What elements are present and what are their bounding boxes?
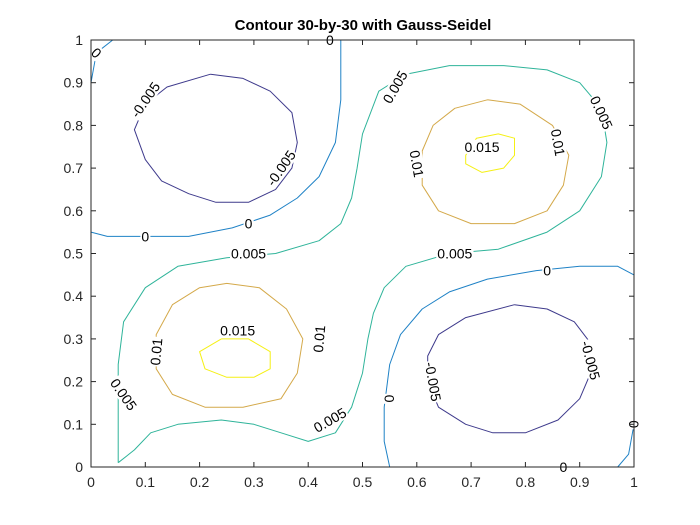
contour-label-text-4: 0: [245, 216, 253, 232]
contour-line-1: [427, 304, 592, 434]
x-tick-label-8: 0.8: [516, 474, 536, 490]
contour-label-bg-14: [219, 323, 257, 338]
contour-label-19: -0.005: [422, 359, 445, 404]
x-tick-label-3: 0.3: [244, 474, 264, 490]
y-tick-label-0: 0: [75, 459, 83, 475]
y-tick-label-5: 0.5: [64, 246, 84, 262]
x-tick-label-2: 0.2: [190, 474, 210, 490]
contour-label-13: 0: [542, 263, 553, 279]
y-tick-label-4: 0.4: [64, 288, 84, 304]
contour-line-7: [199, 338, 271, 378]
contour-label-text-19: -0.005: [422, 361, 445, 403]
x-tick-label-4: 0.4: [298, 474, 318, 490]
contour-label-bg-6: [229, 246, 268, 261]
contour-label-text-10: 0.01: [548, 128, 569, 158]
y-tick-label-7: 0.7: [64, 160, 84, 176]
y-tick-label-6: 0.6: [64, 203, 84, 219]
contour-label-bg-0: [87, 44, 105, 62]
contour-label-text-6: 0.005: [231, 246, 266, 262]
contour-label-16: 0.01: [310, 323, 328, 355]
contour-line-5: [155, 282, 304, 408]
chart-title: Contour 30-by-30 with Gauss-Seidel: [235, 17, 492, 34]
contour-label-bg-19: [422, 359, 444, 404]
plot-area: [91, 40, 634, 467]
contour-label-bg-20: [578, 338, 603, 383]
contour-label-bg-7: [379, 67, 411, 107]
contour-label-bg-18: [310, 404, 350, 436]
contour-label-14: 0.015: [219, 322, 257, 338]
contour-label-text-14: 0.015: [220, 322, 255, 338]
contour-label-bg-13: [542, 263, 553, 278]
x-tick-label-5: 0.5: [353, 474, 373, 490]
contour-label-12: 0.005: [436, 246, 474, 262]
contour-label-text-9: 0.015: [464, 139, 499, 155]
contour-label-bg-17: [107, 375, 141, 414]
contour-label-text-11: 0.01: [407, 149, 428, 179]
contour-label-15: 0.01: [147, 336, 165, 367]
contour-label-bg-12: [436, 246, 474, 261]
contour-label-bg-21: [382, 393, 397, 404]
contour-label-text-12: 0.005: [437, 246, 472, 262]
contour-label-4: 0: [243, 216, 254, 232]
y-tick-label-9: 0.9: [64, 75, 84, 91]
contour-label-bg-11: [407, 148, 427, 180]
x-tick-label-7: 0.7: [461, 474, 481, 490]
contour-line-8: [465, 133, 515, 173]
contour-label-text-13: 0: [543, 263, 551, 279]
contour-label-11: 0.01: [407, 148, 428, 180]
contour-label-text-21: 0: [382, 395, 398, 403]
x-axis: 0 0.1 0.2 0.3 0.4 0.5 0.6 0.7 0.8 0.9 1: [87, 40, 638, 490]
contour-label-bg-5: [140, 229, 151, 244]
y-tick-label-1: 0.1: [64, 416, 84, 432]
x-tick-label-0: 0: [87, 474, 95, 490]
contour-label-bg-3: [263, 146, 299, 190]
contour-label-bg-15: [147, 336, 165, 367]
y-axis: 0 0.1 0.2 0.3 0.4 0.5 0.6 0.7 0.8 0.9 1: [64, 32, 634, 475]
contour-label-bg-8: [587, 92, 616, 133]
contour-label-21: 0: [382, 393, 398, 404]
contour-label-5: 0: [140, 228, 151, 244]
contour-label-9: 0.015: [463, 139, 501, 155]
contour-label-bg-10: [548, 126, 568, 159]
y-tick-label-3: 0.3: [64, 331, 84, 347]
contour-label-10: 0.01: [548, 126, 569, 159]
x-tick-label-9: 0.9: [570, 474, 590, 490]
y-tick-label-2: 0.2: [64, 374, 84, 390]
contour-label-bg-9: [463, 139, 501, 154]
contour-label-bg-4: [243, 216, 254, 231]
y-tick-label-8: 0.8: [64, 117, 84, 133]
contour-label-text-15: 0.01: [147, 337, 165, 366]
x-tick-label-10: 1: [630, 474, 638, 490]
contour-label-bg-16: [310, 323, 328, 355]
y-tick-label-10: 1: [75, 32, 83, 48]
contour-line-3: [383, 265, 635, 468]
x-tick-label-1: 0.1: [136, 474, 156, 490]
contour-label-6: 0.005: [229, 246, 268, 262]
contour-label-bg-2: [127, 78, 164, 121]
x-tick-label-6: 0.6: [407, 474, 427, 490]
contour-label-text-16: 0.01: [310, 324, 328, 353]
contour-label-text-5: 0: [141, 228, 149, 244]
